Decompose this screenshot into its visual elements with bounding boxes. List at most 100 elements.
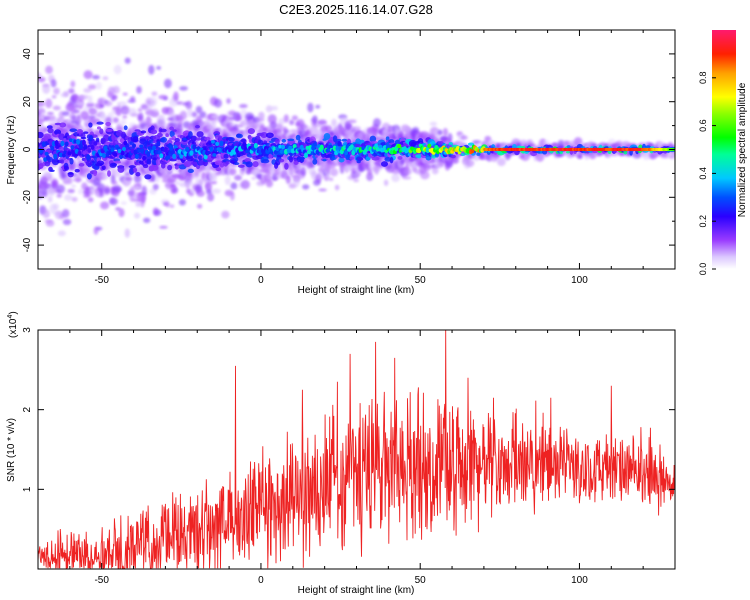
- spectrogram-blob: [189, 189, 196, 194]
- spectrogram-blob: [44, 160, 51, 167]
- spectrogram-blob: [239, 104, 248, 109]
- spectrogram-blob: [176, 101, 183, 105]
- spectrogram-blob: [332, 135, 338, 143]
- spectrogram-blob: [172, 153, 177, 159]
- spectrogram-blob: [341, 138, 348, 142]
- spectrogram-blob: [283, 114, 289, 123]
- spectrogram-blob: [163, 78, 172, 89]
- spectrogram-blob: [526, 139, 533, 144]
- spectrogram-blobs: [38, 57, 675, 238]
- spectrogram-blob: [258, 111, 265, 120]
- y-tick-label: 40: [22, 48, 33, 60]
- spectrogram-blob: [46, 125, 53, 129]
- spectrogram-panel: -50 0 50 100 -40 -20 0 20 40 Height of straight …: [6, 29, 676, 296]
- spectrogram-blob: [136, 86, 142, 94]
- spectrogram-blob: [100, 201, 110, 210]
- spectrogram-blob: [317, 119, 327, 125]
- spectrogram-blob: [150, 164, 159, 171]
- y-tick-label: 0: [22, 146, 33, 152]
- spectrogram-blob: [112, 185, 122, 192]
- spectrogram-blob: [224, 175, 231, 186]
- spectrogram-blob: [198, 192, 205, 197]
- spectrogram-blob: [132, 167, 138, 173]
- spectrogram-blob: [293, 160, 299, 165]
- spectrogram-blob: [179, 86, 188, 91]
- spectrogram-blob: [123, 125, 128, 131]
- snr-panel: -50 0 50 100 1 2 3 Height of straight line (km…: [6, 311, 676, 596]
- spectrogram-blob: [96, 126, 102, 130]
- spectrogram-blob: [373, 118, 381, 128]
- spectrogram-blob: [135, 201, 141, 207]
- spectrogram-blob: [86, 173, 92, 180]
- spectrogram-blob: [83, 70, 93, 80]
- spectrogram-blob: [144, 174, 152, 180]
- spectrogram-blob: [322, 158, 327, 162]
- spectrogram-blob: [134, 153, 139, 160]
- spectrogram-blob: [75, 101, 85, 106]
- spectrogram-blob: [124, 57, 131, 64]
- spectrogram-blob: [141, 194, 146, 204]
- spectrogram-blob: [336, 138, 342, 142]
- spectrogram-blob: [68, 88, 75, 94]
- spectrogram-blob: [251, 176, 257, 180]
- spectrogram-blob: [42, 171, 52, 177]
- spectrogram-blob: [289, 129, 299, 133]
- spectrogram-blob: [235, 133, 243, 139]
- spectrogram-blob: [265, 132, 274, 139]
- spectrogram-blob: [77, 150, 82, 156]
- spectrogram-blob: [156, 132, 163, 138]
- spectrogram-blob: [71, 196, 78, 202]
- spectrogram-blob: [450, 154, 456, 159]
- spectrogram-blob: [189, 150, 194, 156]
- spectrogram-blob: [122, 146, 126, 152]
- spectrogram-blob: [109, 197, 118, 206]
- spectrogram-blob: [95, 81, 102, 90]
- spectrogram-blob: [51, 158, 60, 166]
- spectrogram-blob: [77, 125, 85, 130]
- spectrogram-blob: [61, 208, 70, 218]
- spectrogram-blob: [169, 145, 174, 152]
- spectrogram-blob: [315, 104, 321, 109]
- spectrogram-blob: [417, 154, 422, 159]
- spectrogram-blob: [59, 159, 65, 164]
- spectrogram-blob: [64, 141, 69, 147]
- spectrogram-blob: [460, 135, 468, 140]
- spectrogram-blob: [142, 164, 149, 169]
- snr-ylabel: SNR (10 * v/v): [6, 418, 17, 482]
- spectrogram-blob: [397, 144, 402, 149]
- x-tick-label: 100: [571, 575, 588, 586]
- spectrogram-blob: [46, 154, 50, 161]
- spectrogram-blob: [291, 115, 299, 121]
- spectrogram-blob: [42, 209, 51, 219]
- spectrogram-blob: [300, 166, 307, 177]
- spectrogram-blob: [75, 118, 83, 123]
- spectrogram-blob: [358, 157, 364, 161]
- spectrogram-blob: [221, 210, 230, 219]
- spectrogram-blob: [54, 129, 62, 136]
- spectrogram-blob: [148, 64, 155, 75]
- spectrogram-blob: [269, 121, 278, 129]
- spectrogram-blob: [123, 140, 128, 146]
- spectrogram-blob: [577, 155, 583, 159]
- spectrogram-blob: [252, 161, 259, 168]
- spectrogram-blob: [402, 176, 412, 180]
- spectrogram-blob: [323, 133, 331, 140]
- spectrogram-blob: [324, 125, 333, 133]
- spectrogram-blob: [437, 129, 443, 136]
- spectrogram-blob: [77, 188, 84, 195]
- spectrogram-blob: [212, 153, 217, 157]
- spectrogram-blob: [72, 177, 82, 182]
- spectrogram-blob: [334, 154, 339, 158]
- spectrogram-blob: [285, 175, 291, 185]
- spectrogram-blob: [442, 128, 448, 137]
- spectrogram-blob: [137, 108, 143, 112]
- colorbar: 0.0 0.2 0.4 0.6 0.8 Normalized spectral ampl…: [698, 30, 748, 275]
- spectrogram-blob: [190, 135, 198, 142]
- spectrogram-blob: [125, 176, 133, 182]
- spectrogram-blob: [99, 128, 104, 135]
- spectrogram-blob: [83, 116, 90, 121]
- spectrogram-blob: [101, 165, 106, 171]
- spectrogram-blob: [54, 140, 59, 146]
- spectrogram-blob: [218, 135, 223, 141]
- spectrogram-blob: [300, 156, 305, 163]
